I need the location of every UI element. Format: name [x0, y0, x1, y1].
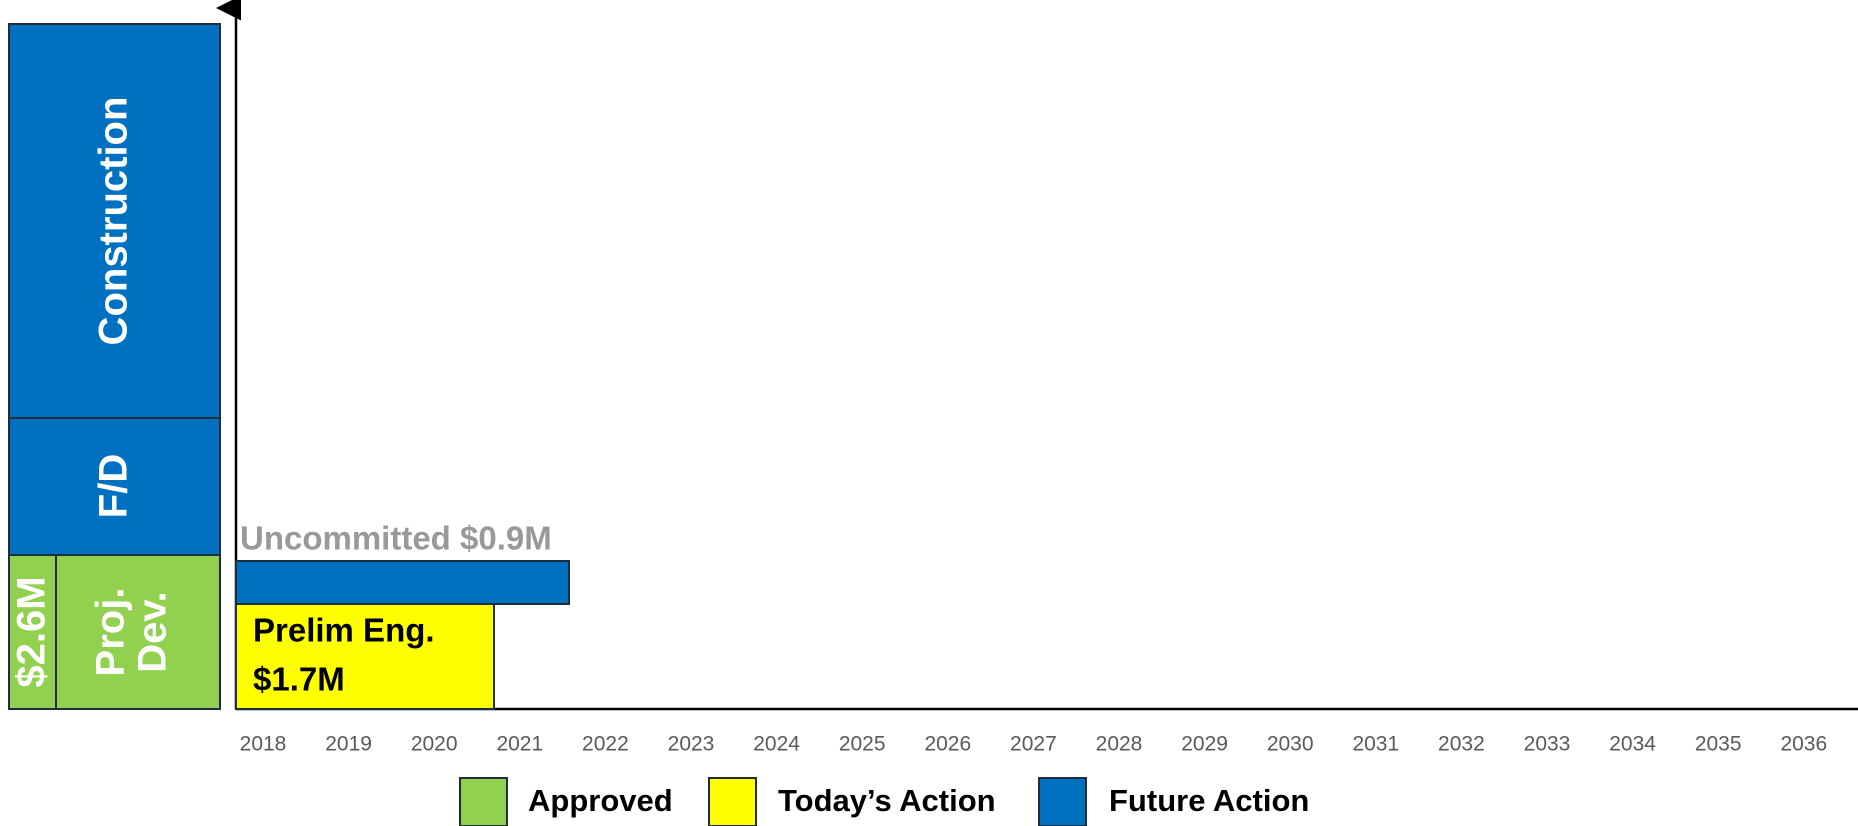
phase-label: Dev.: [131, 591, 175, 673]
year-label: 2022: [582, 733, 629, 756]
year-label: 2033: [1524, 733, 1571, 756]
approved-amount-block: [8, 554, 57, 710]
legend-swatch: [1038, 777, 1087, 826]
year-label: 2034: [1609, 733, 1656, 756]
bar-label: Prelim Eng.: [253, 612, 435, 649]
year-label: 2028: [1096, 733, 1143, 756]
legend-label: Future Action: [1109, 783, 1309, 818]
year-labels: 2018 2019 2020 2021 2022 2023 2024 2025 2026 2027…: [240, 733, 1828, 756]
legend-swatch: [459, 777, 508, 826]
year-label: 2025: [839, 733, 886, 756]
year-label: 2021: [496, 733, 543, 756]
phase-label: Proj.: [89, 588, 133, 677]
year-label: 2027: [1010, 733, 1057, 756]
bar-label: Uncommitted $0.9M: [240, 520, 552, 557]
year-label: 2036: [1780, 733, 1827, 756]
year-label: 2020: [411, 733, 458, 756]
uncommitted-bar: [235, 560, 570, 605]
year-label: 2029: [1181, 733, 1228, 756]
legend-swatch: [708, 777, 757, 826]
year-label: 2035: [1695, 733, 1742, 756]
phase-label: Construction: [92, 97, 136, 346]
prelim-eng-bar: [235, 603, 495, 710]
year-label: 2023: [668, 733, 715, 756]
year-label: 2030: [1267, 733, 1314, 756]
bar-label: $1.7M: [253, 661, 345, 698]
proj-dev-block: [55, 554, 221, 710]
year-label: 2019: [325, 733, 372, 756]
legend-label: Today’s Action: [778, 783, 996, 818]
legend: Approved Today’s Action Future Action: [459, 777, 1309, 826]
year-label: 2032: [1438, 733, 1485, 756]
year-label: 2031: [1352, 733, 1399, 756]
phase-label: F/D: [92, 454, 136, 518]
year-label: 2018: [240, 733, 287, 756]
construction-block: [8, 23, 221, 419]
legend-label: Approved: [528, 783, 673, 818]
fd-block: [8, 417, 221, 556]
year-label: 2024: [753, 733, 800, 756]
year-label: 2026: [924, 733, 971, 756]
phase-label: $2.6M: [10, 576, 54, 687]
